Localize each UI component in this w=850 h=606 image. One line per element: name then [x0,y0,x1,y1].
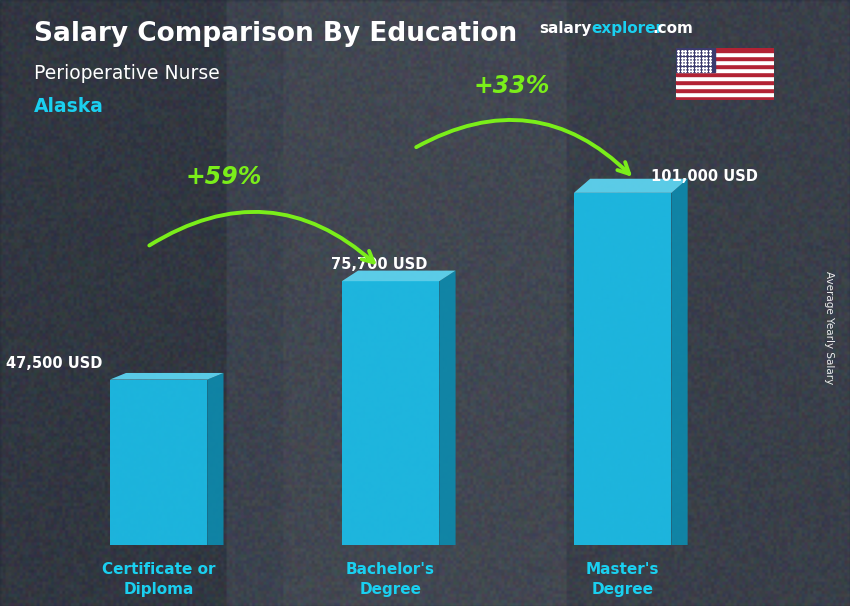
Polygon shape [439,271,456,545]
Text: Perioperative Nurse: Perioperative Nurse [34,64,220,82]
Text: 47,500 USD: 47,500 USD [7,356,103,371]
Bar [676,80,774,84]
Text: .com: .com [653,21,694,36]
Polygon shape [207,373,224,545]
Text: Salary Comparison By Education: Salary Comparison By Education [34,21,517,47]
Polygon shape [110,373,224,379]
Bar [676,84,774,88]
Text: Alaska: Alaska [34,97,104,116]
Polygon shape [342,271,456,281]
Text: +59%: +59% [185,165,262,189]
Bar [676,96,774,100]
Text: 101,000 USD: 101,000 USD [650,169,757,184]
Bar [676,64,774,68]
Bar [676,72,774,76]
Polygon shape [672,179,688,545]
Bar [676,48,774,53]
Bar [676,48,715,72]
Polygon shape [110,379,207,545]
Bar [676,68,774,72]
Polygon shape [574,179,688,193]
Text: salary: salary [540,21,592,36]
Bar [676,76,774,80]
Bar [676,92,774,96]
Bar [676,61,774,64]
Bar [676,88,774,92]
Bar [676,56,774,61]
Bar [676,53,774,56]
Polygon shape [574,193,672,545]
Text: +33%: +33% [473,74,549,98]
Text: Average Yearly Salary: Average Yearly Salary [824,271,834,384]
Text: 75,700 USD: 75,700 USD [331,258,428,273]
Text: explorer: explorer [592,21,664,36]
Polygon shape [342,281,439,545]
